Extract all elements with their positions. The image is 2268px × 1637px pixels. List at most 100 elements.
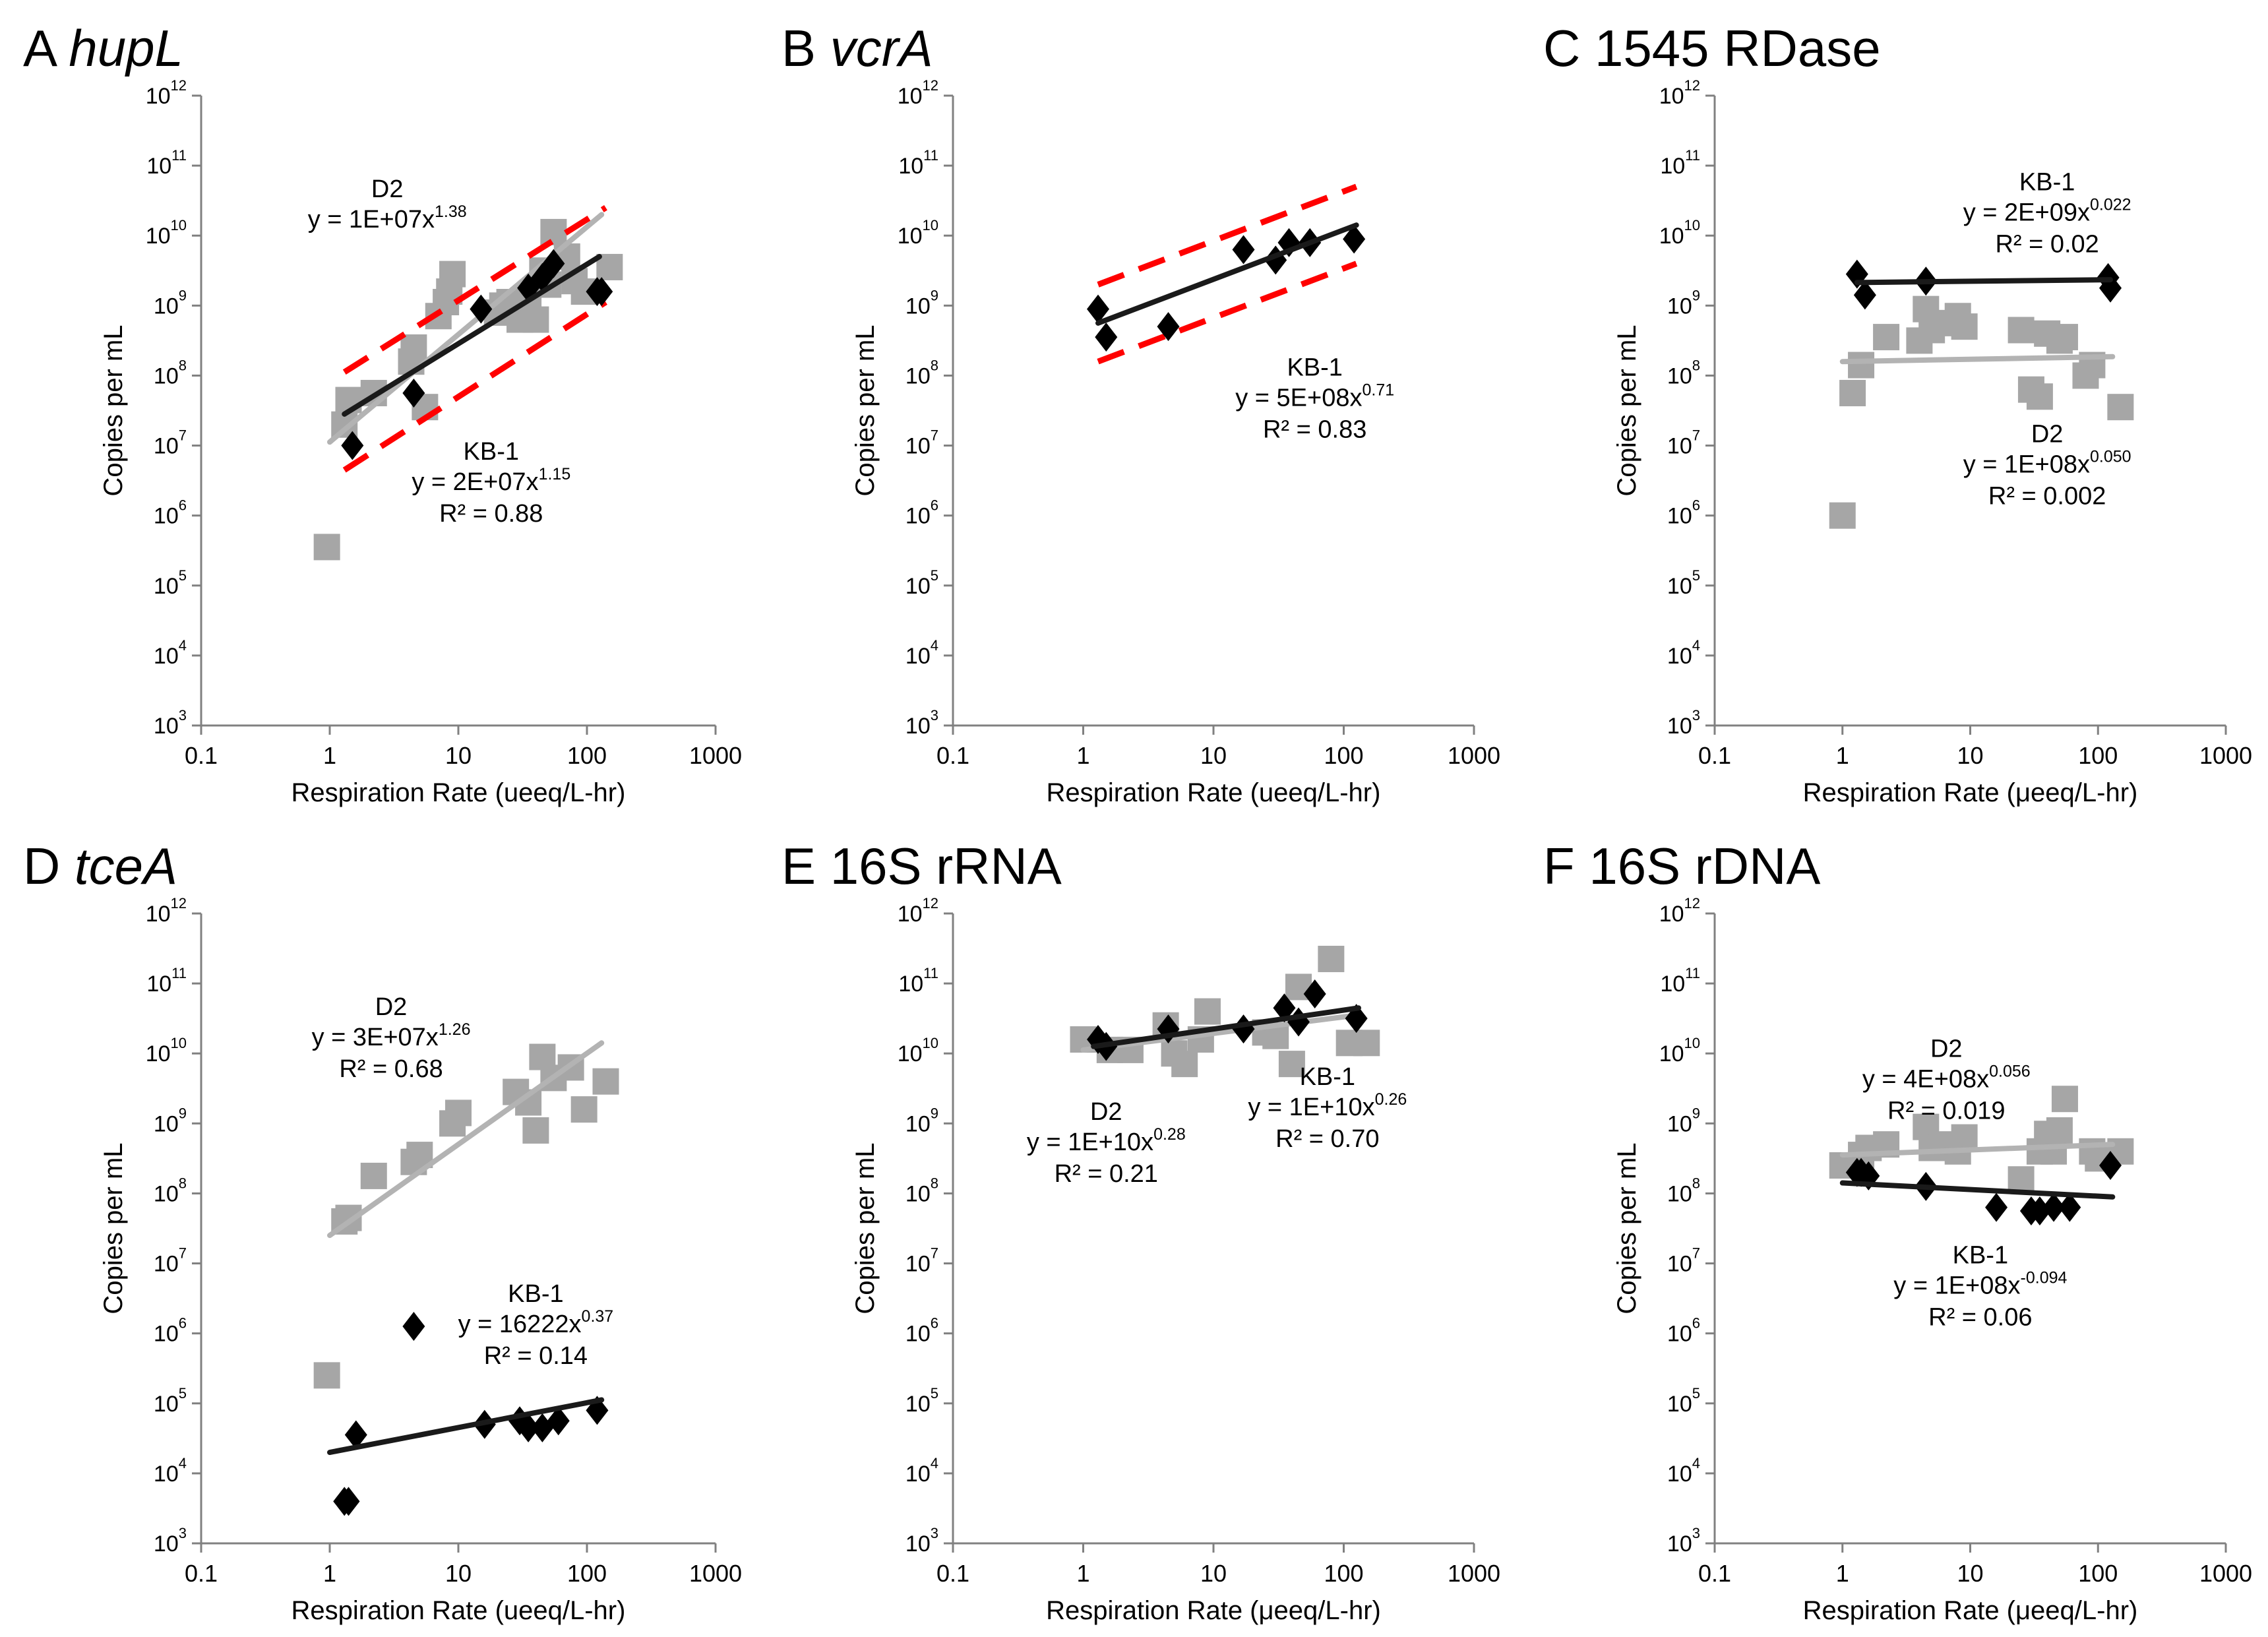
series-kb1 <box>1839 1151 2122 1225</box>
annotation-r2: R² = 0.02 <box>1995 230 2099 258</box>
data-point <box>1951 313 1978 340</box>
annotation-equation: y = 1E+10x0.28 <box>1027 1125 1186 1156</box>
panel-gene: hupL <box>69 19 183 77</box>
y-tick-label: 105 <box>154 1385 187 1417</box>
y-tick-label: 109 <box>154 287 187 319</box>
x-tick-label: 1 <box>1076 742 1089 769</box>
x-axis-title: Respiration Rate (ueeq/L-hr) <box>1047 778 1381 807</box>
equation-annotation: KB-1y = 2E+07x1.15 R² = 0.88 <box>412 438 570 528</box>
y-tick-label: 1011 <box>146 147 187 179</box>
y-tick-label: 108 <box>1667 1175 1700 1206</box>
y-tick-label: 107 <box>154 427 187 459</box>
data-point <box>1278 1051 1305 1078</box>
data-point <box>1095 323 1118 352</box>
y-tick-label: 108 <box>154 357 187 388</box>
y-tick-label: 1012 <box>146 895 187 927</box>
equation-annotation: KB-1y = 5E+08x0.71 R² = 0.83 <box>1235 354 1394 443</box>
y-tick-label: 1011 <box>898 965 938 997</box>
annotation-r2: R² = 0.002 <box>1988 482 2106 510</box>
panel-title: C 1545 RDase <box>1543 19 1881 77</box>
x-tick-label: 10 <box>1957 742 1983 769</box>
annotation-r2: R² = 0.88 <box>439 500 543 528</box>
series-d2 <box>313 1040 619 1389</box>
y-tick-label: 103 <box>154 1525 187 1557</box>
data-point <box>1273 993 1296 1023</box>
y-tick-label: 105 <box>1667 1385 1700 1417</box>
data-point <box>540 218 567 245</box>
data-point <box>344 1420 367 1450</box>
x-axis-title: Respiration Rate (μeeq/L-hr) <box>1046 1596 1381 1625</box>
annotation-label: D2 <box>371 175 404 203</box>
annotation-equation: y = 1E+07x1.38 <box>308 202 467 233</box>
panel-gene: tceA <box>75 837 177 895</box>
panel-letter: B <box>782 19 830 77</box>
panel-gene: 16S rRNA <box>830 837 1062 895</box>
panel-gene: 1545 RDase <box>1595 19 1881 77</box>
y-tick-label: 1011 <box>1660 965 1700 997</box>
y-tick-label: 1011 <box>898 147 938 179</box>
panel-letter: A <box>23 19 69 77</box>
y-tick-label: 104 <box>154 637 187 669</box>
x-tick-label: 0.1 <box>936 742 969 769</box>
annotation-equation: y = 1E+08x0.050 <box>1963 447 2131 478</box>
annotation-r2: R² = 0.70 <box>1275 1125 1379 1153</box>
x-axis-title: Respiration Rate (μeeq/L-hr) <box>1803 778 2138 807</box>
equation-annotation: D2y = 1E+10x0.28 R² = 0.21 <box>1027 1098 1186 1188</box>
data-point <box>313 534 340 561</box>
series-d2 <box>1829 1086 2134 1193</box>
panel-title: D tceA <box>23 837 177 895</box>
annotation-label: KB-1 <box>464 438 519 466</box>
series-d2 <box>1829 295 2134 529</box>
data-point <box>2028 1196 2051 1225</box>
y-tick-label: 105 <box>905 1385 938 1417</box>
annotation-label: KB-1 <box>1953 1242 2008 1270</box>
data-point <box>517 1413 540 1442</box>
y-tick-label: 109 <box>154 1105 187 1136</box>
confidence-band-upper <box>1097 183 1358 288</box>
x-tick-label: 1000 <box>689 742 742 769</box>
panel-gene: vcrA <box>830 19 933 77</box>
x-tick-label: 100 <box>1324 742 1363 769</box>
data-point <box>522 306 549 333</box>
y-tick-label: 103 <box>1667 1525 1700 1557</box>
series-kb1 <box>341 204 613 473</box>
y-axis-title: Copies per mL <box>1612 324 1641 496</box>
y-tick-label: 1010 <box>898 1035 938 1066</box>
data-point <box>1873 324 1900 351</box>
y-tick-label: 106 <box>1667 1315 1700 1347</box>
y-tick-label: 104 <box>905 1455 938 1487</box>
y-tick-label: 1010 <box>898 217 938 249</box>
data-point <box>1345 1004 1368 1034</box>
panel-C: C 1545 RDase1031041051061071081091010101… <box>1543 19 2252 807</box>
data-point <box>2107 394 2134 421</box>
data-point <box>313 1362 340 1389</box>
data-point <box>2099 1151 2122 1180</box>
x-tick-label: 10 <box>1200 742 1227 769</box>
data-point <box>439 261 466 288</box>
equation-annotation: KB-1y = 1E+10x0.26 R² = 0.70 <box>1248 1063 1407 1153</box>
panel-title: E 16S rRNA <box>782 837 1062 895</box>
x-tick-label: 100 <box>1324 1560 1363 1587</box>
fit-line <box>1854 277 2114 286</box>
x-tick-label: 100 <box>567 1560 607 1587</box>
panel-B: B vcrA 103 104 105 106 107 108 109 1010 1011 1012 0… <box>782 19 1500 807</box>
annotation-equation: y = 4E+08x0.056 <box>1862 1063 2031 1094</box>
y-tick-label: 1012 <box>1659 895 1700 927</box>
x-tick-label: 10 <box>1957 1560 1983 1587</box>
panel-title: B vcrA <box>782 19 933 77</box>
y-tick-label: 108 <box>905 357 938 388</box>
y-tick-label: 109 <box>1667 1105 1700 1136</box>
data-point <box>592 1068 619 1095</box>
panel-letter: C <box>1543 19 1595 77</box>
data-point <box>2007 317 2035 344</box>
equation-annotation: D2y = 3E+07x1.26 R² = 0.68 <box>312 993 471 1083</box>
panel-title: A hupL <box>23 19 183 77</box>
data-point <box>1087 294 1110 324</box>
x-tick-label: 10 <box>1200 1560 1227 1587</box>
y-tick-label: 108 <box>905 1175 938 1206</box>
y-tick-label: 103 <box>154 707 187 739</box>
annotation-equation: y = 5E+08x0.71 <box>1235 381 1394 412</box>
x-axis-title: Respiration Rate (ueeq/L-hr) <box>291 778 626 807</box>
annotation-equation: y = 3E+07x1.26 <box>312 1020 471 1051</box>
